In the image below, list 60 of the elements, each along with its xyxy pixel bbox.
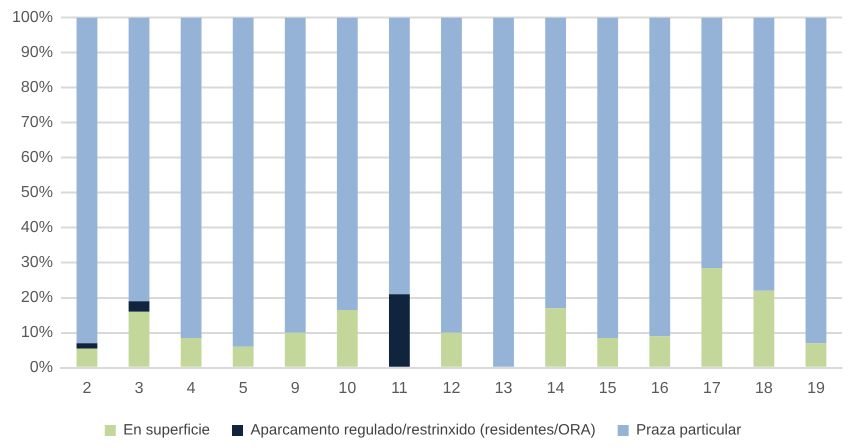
bar: [597, 338, 618, 367]
y-tick-label: 20%: [20, 289, 53, 306]
bar: [336, 310, 358, 367]
bar: [232, 346, 254, 367]
bar: [545, 18, 566, 308]
x-tick-label: 5: [238, 380, 248, 397]
x-tick-label: 3: [134, 380, 144, 397]
bar: [76, 343, 98, 349]
x-tick-label: 2: [82, 380, 92, 397]
bar: [128, 312, 150, 367]
bar: [753, 18, 774, 291]
x-tick-label: 9: [290, 380, 300, 397]
bar: [388, 18, 410, 294]
bar: [597, 18, 618, 338]
bar: [128, 301, 150, 312]
bar: [441, 18, 462, 333]
bar: [336, 18, 358, 310]
legend-label: Aparcamento regulado/restrinxido (residentes/ORA): [250, 422, 596, 439]
x-tick-label: 14: [546, 380, 565, 397]
y-tick-label: 60%: [20, 149, 53, 166]
legend-label: En superficie: [123, 422, 210, 439]
x-tick-label: 15: [598, 380, 617, 397]
bar: [76, 18, 98, 344]
bar: [701, 18, 722, 268]
y-tick-label: 0%: [30, 359, 53, 376]
y-tick-label: 100%: [12, 9, 53, 26]
bar: [128, 18, 150, 302]
x-tick-label: 19: [807, 380, 825, 397]
y-tick-label: 50%: [20, 184, 53, 202]
bar: [701, 268, 722, 367]
bar: [441, 332, 462, 367]
bar: [649, 336, 670, 367]
y-tick-label: 30%: [20, 254, 53, 272]
legend-label: Praza particular: [636, 422, 742, 439]
x-tick-label: 12: [442, 380, 460, 397]
bar: [753, 290, 774, 367]
bar: [180, 18, 202, 338]
bar: [284, 332, 306, 367]
bar: [806, 343, 826, 367]
x-tick-label: 16: [650, 380, 669, 397]
y-tick-label: 40%: [20, 219, 53, 236]
bar: [180, 338, 202, 367]
y-tick-label: 90%: [20, 44, 53, 62]
x-tick-label: 18: [754, 380, 773, 397]
bar: [649, 18, 670, 336]
x-tick-label: 10: [338, 380, 356, 397]
x-tick-label: 13: [494, 380, 513, 397]
y-tick-label: 80%: [20, 79, 53, 96]
bar: [284, 18, 306, 333]
x-tick-label: 11: [391, 380, 408, 397]
bar: [232, 18, 254, 347]
y-tick-label: 70%: [20, 114, 53, 132]
bar: [76, 348, 98, 367]
bar: [806, 18, 826, 344]
x-tick-label: 4: [186, 380, 196, 397]
bar: [388, 294, 410, 367]
x-tick-label: 17: [702, 380, 721, 397]
bar: [545, 308, 566, 367]
bar: [493, 18, 514, 367]
y-tick-label: 10%: [20, 324, 53, 342]
